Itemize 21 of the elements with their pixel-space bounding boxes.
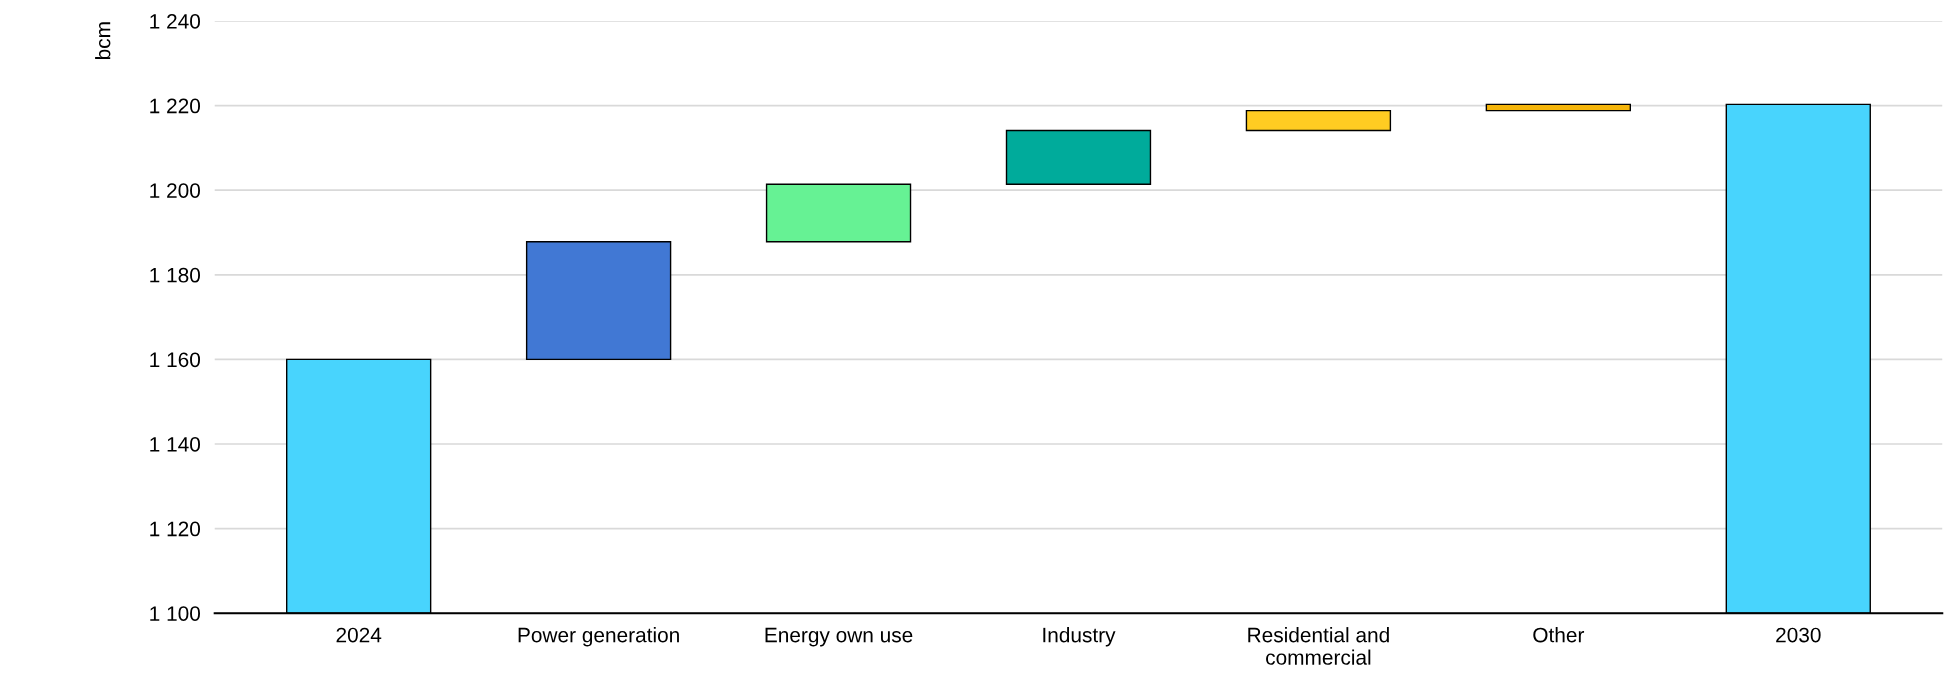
x-tick-label: Power generation (518, 627, 679, 647)
bar (765, 183, 912, 243)
y-tick-label: 1 240 (150, 14, 201, 29)
y-tick-label: 1 180 (150, 267, 201, 283)
x-tick-label: Other (1533, 627, 1585, 643)
bar (1245, 109, 1392, 132)
x-tick-label: 2024 (336, 627, 382, 643)
x-tick-label: Residential and commercial (1248, 627, 1389, 665)
y-tick-label: 1 100 (150, 606, 201, 621)
bar (525, 241, 672, 361)
x-tick-label: Energy own use (765, 627, 913, 647)
x-tick-label: Industry (1043, 627, 1116, 647)
x-tick-label: 2030 (1776, 627, 1821, 643)
y-tick-label: 1 160 (150, 352, 201, 368)
y-tick-label: 1 200 (150, 183, 201, 198)
y-tick-label: 1 140 (150, 437, 201, 452)
bar (1485, 103, 1632, 112)
bar (1005, 129, 1152, 185)
y-tick-label: 1 220 (150, 98, 201, 114)
y-tick-label: 1 120 (150, 521, 201, 537)
y-axis-title: bcm (95, 22, 111, 60)
